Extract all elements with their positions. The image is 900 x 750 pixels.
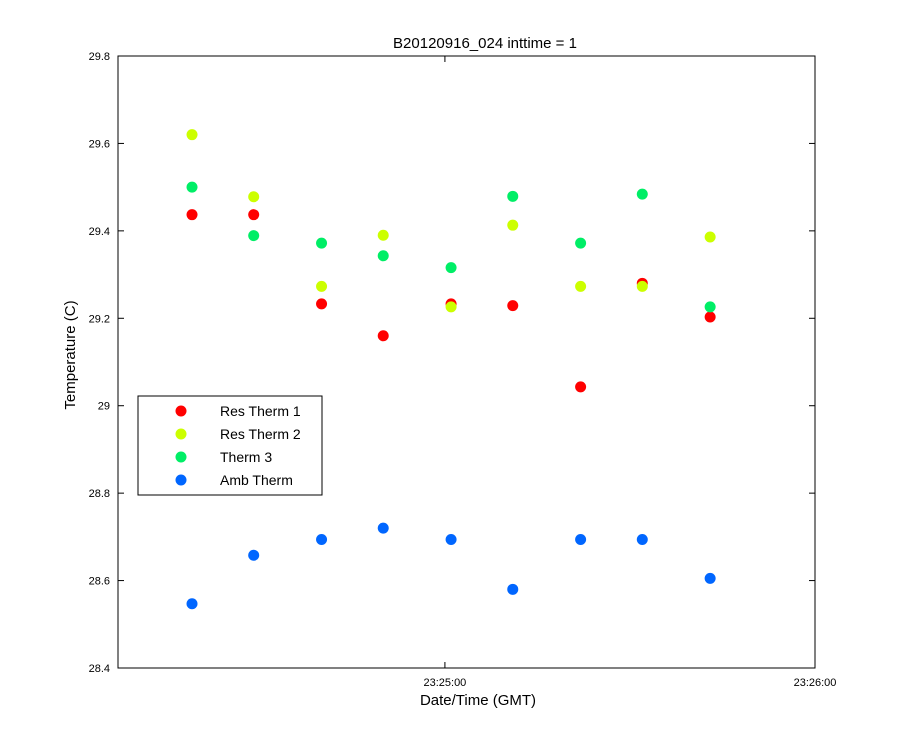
chart-title: B20120916_024 inttime = 1 [393,35,577,52]
data-point [316,533,328,545]
legend-marker [175,451,187,463]
data-point [248,230,260,242]
data-point [704,301,716,313]
data-point [186,181,198,193]
legend-marker [175,474,187,486]
data-point [377,330,389,342]
series-therm-3 [186,181,716,313]
y-tick-label: 28.8 [89,488,110,500]
data-point [377,522,389,534]
series-amb-therm [186,522,716,610]
data-point [507,583,519,595]
y-tick-label: 29.8 [89,51,110,63]
x-tick-label: 23:26:00 [794,677,837,689]
data-point [636,188,648,200]
y-tick-label: 29 [98,401,110,413]
legend-box [137,395,323,496]
data-point [316,237,328,249]
data-point [186,209,198,221]
data-point [575,533,587,545]
y-axis-label: Temperature (C) [62,300,79,409]
data-point [636,533,648,545]
legend-label: Therm 3 [220,449,272,465]
data-point [316,280,328,292]
data-point [248,191,260,203]
data-point [445,262,457,274]
y-tick-label: 28.4 [89,663,110,675]
data-point [636,280,648,292]
data-point [248,549,260,561]
data-point [507,300,519,312]
data-point [316,298,328,310]
data-point [186,598,198,610]
legend-label: Res Therm 2 [220,426,301,442]
data-point [248,209,260,221]
data-point [377,229,389,241]
legend-marker [175,405,187,417]
y-tick-label: 29.2 [89,313,110,325]
data-point [704,311,716,323]
y-tick-label: 29.6 [89,138,110,150]
y-tick-label: 29.4 [89,226,110,238]
data-point [704,572,716,584]
data-point [186,129,198,141]
data-point [445,533,457,545]
y-tick-label: 28.6 [89,576,110,588]
data-point [377,250,389,262]
series-res-therm-2 [186,129,716,313]
legend-marker [175,428,187,440]
x-axis: 23:25:00 23:26:00 [423,56,836,689]
data-point [507,219,519,231]
legend-label: Amb Therm [220,472,293,488]
data-point [575,237,587,249]
data-point [704,231,716,243]
x-tick-label: 23:25:00 [423,677,466,689]
plot-area [117,55,816,669]
data-point [507,190,519,202]
x-axis-label: Date/Time (GMT) [420,692,536,709]
y-axis: 28.4 28.6 28.8 29 29.2 29.4 29.6 29.8 [89,51,815,675]
legend-label: Res Therm 1 [220,403,301,419]
legend: Res Therm 1 Res Therm 2 Therm 3 Amb Therm [137,395,323,496]
series-res-therm-1 [186,209,716,393]
data-point [575,280,587,292]
data-point [575,381,587,393]
data-point [445,301,457,313]
data-points [186,129,716,610]
